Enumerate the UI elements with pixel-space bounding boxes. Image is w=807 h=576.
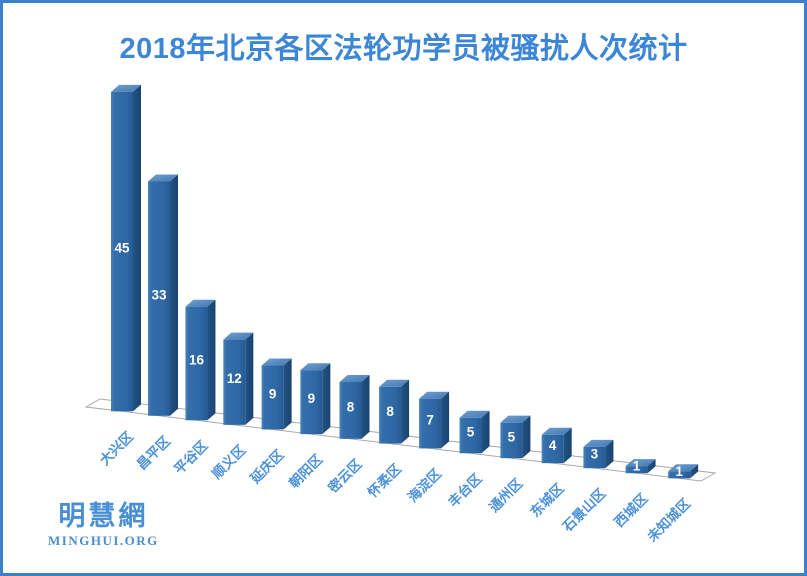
value-label: 1: [675, 464, 683, 479]
bar-通州区: [500, 415, 531, 459]
bar-延庆区: [261, 358, 292, 430]
value-label: 1: [633, 459, 641, 474]
bar-side-face: [563, 427, 572, 464]
bar-昌平区: [148, 174, 179, 416]
value-label: 3: [591, 447, 599, 462]
bar-front-face: [541, 434, 564, 464]
bar-front-face: [185, 306, 208, 421]
category-label: 昌平区: [134, 433, 174, 473]
bar-未知城区: [668, 464, 699, 479]
bar-side-face: [647, 459, 656, 474]
bar-top-face: [583, 439, 614, 447]
bar-top-face: [379, 379, 410, 387]
bar-怀柔区: [379, 379, 410, 444]
bar-side-face: [401, 379, 410, 444]
category-label: 顺义区: [209, 442, 249, 482]
bar-top-face: [541, 427, 572, 435]
bar-顺义区: [223, 332, 254, 425]
bar-top-face: [668, 464, 699, 472]
category-label: 平谷区: [171, 437, 211, 477]
category-label: 大兴区: [96, 428, 136, 468]
value-label: 45: [114, 241, 130, 256]
bar-front-face: [148, 181, 171, 416]
bar-side-face: [133, 84, 141, 412]
bar-side-face: [361, 375, 370, 439]
bar-平谷区: [185, 299, 216, 421]
bar-side-face: [690, 464, 699, 479]
bar-top-face: [459, 410, 490, 418]
bar-西城区: [625, 459, 656, 474]
category-label: 朝阳区: [286, 451, 326, 491]
bar-front-face: [419, 398, 442, 449]
bar-side-face: [322, 363, 331, 435]
bar-side-face: [605, 439, 614, 469]
bar-top-face: [419, 391, 450, 399]
bar-东城区: [541, 427, 572, 464]
value-label: 8: [386, 404, 394, 419]
bar-front-face: [625, 466, 648, 474]
bar-top-face: [300, 363, 331, 371]
bar-朝阳区: [300, 363, 331, 435]
bar-石景山区: [583, 439, 614, 469]
category-label: 密云区: [324, 455, 365, 496]
bar-side-face: [522, 415, 531, 459]
value-label: 9: [308, 391, 316, 406]
bar-front-face: [223, 339, 246, 425]
bar-top-face: [223, 332, 254, 340]
bar-side-face: [481, 410, 490, 454]
value-label: 5: [508, 429, 516, 444]
bar-side-face: [441, 391, 450, 449]
bar-大兴区: [111, 84, 141, 412]
bar-front-face: [583, 446, 606, 469]
bar-front-face: [459, 417, 482, 454]
bar-密云区: [339, 375, 370, 439]
bar-front-face: [261, 365, 284, 430]
bar-side-face: [283, 358, 292, 430]
bar-top-face: [185, 299, 216, 307]
value-label: 8: [347, 399, 355, 414]
category-label: 东城区: [527, 480, 567, 520]
category-label: 怀柔区: [364, 460, 404, 500]
category-label: 西城区: [611, 490, 651, 530]
value-label: 5: [467, 425, 475, 440]
bar-side-face: [207, 299, 216, 421]
category-label: 海淀区: [404, 465, 444, 505]
bar-side-face: [245, 332, 254, 425]
bar-丰台区: [459, 410, 490, 454]
bar-front-face: [339, 382, 362, 439]
bar-top-face: [339, 375, 370, 383]
value-label: 4: [549, 438, 557, 453]
category-label: 通州区: [486, 475, 526, 515]
category-label: 延庆区: [246, 446, 287, 487]
category-label: 石景山区: [559, 485, 609, 535]
bar-front-face: [668, 471, 691, 479]
bar-top-face: [111, 84, 141, 92]
chart-title: 2018年北京各区法轮功学员被骚扰人次统计: [119, 33, 688, 65]
minghui-logo: 明慧網 MINGHUI.ORG: [48, 501, 159, 548]
bar-front-face: [111, 91, 133, 412]
category-label: 未知城区: [644, 495, 694, 545]
bar-top-face: [261, 358, 292, 366]
bar-front-face: [300, 370, 323, 435]
bar-side-face: [170, 174, 179, 416]
value-label: 7: [426, 413, 434, 428]
bar-front-face: [379, 386, 402, 444]
value-label: 16: [189, 352, 205, 367]
category-label: 丰台区: [445, 470, 485, 510]
bar-top-face: [500, 415, 531, 423]
bar-top-face: [148, 174, 179, 182]
bar-front-face: [500, 422, 523, 459]
value-label: 9: [269, 387, 277, 402]
value-label: 33: [151, 288, 167, 303]
bar-top-face: [625, 459, 656, 467]
value-label: 12: [227, 371, 242, 386]
minghui-logo-cjk: 明慧網: [58, 501, 149, 531]
bar-海淀区: [419, 391, 450, 449]
minghui-logo-latin: MINGHUI.ORG: [48, 533, 159, 548]
